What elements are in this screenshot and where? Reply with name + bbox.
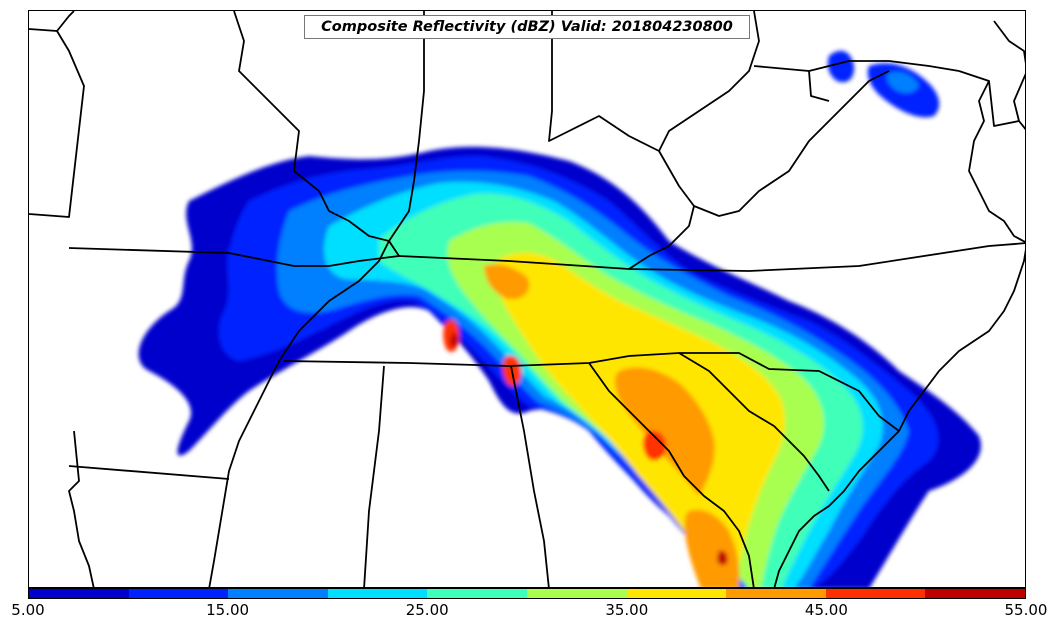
echo-ne-c [886,71,919,94]
colorbar-segment [626,589,727,598]
colorbar-segment [427,589,527,598]
map-frame [28,10,1026,588]
colorbar-tick-label: 15.00 [206,601,250,619]
echo-band-50dbz-c [642,430,667,461]
colorbar-tick-label: 35.00 [605,601,649,619]
colorbar-segment [29,589,129,598]
colorbar-segment [825,589,926,598]
radar-map [29,11,1025,587]
radar-echoes-northeast [827,50,940,118]
echo-band-55dbz-b [717,550,728,566]
colorbar-tick-label: 5.00 [11,601,45,619]
echo-band-55dbz-a [450,332,458,348]
colorbar-tick-label: 25.00 [405,601,449,619]
colorbar [28,588,1026,599]
state-boundaries [29,11,1025,587]
radar-echoes [138,146,981,587]
map-title: Composite Reflectivity (dBZ) Valid: 2018… [304,15,750,39]
colorbar-segment [726,589,826,598]
echo-band-40dbz-c [484,264,530,300]
colorbar-tick-label: 45.00 [804,601,848,619]
echo-band-40dbz-b [684,509,740,587]
echo-band-40dbz-a [614,367,715,496]
colorbar-segment [327,589,428,598]
colorbar-segment [925,589,1025,598]
colorbar-tick-label: 55.00 [1004,601,1048,619]
echo-ne-a [827,50,855,83]
colorbar-segment [526,589,627,598]
colorbar-segment [228,589,328,598]
colorbar-segment [128,589,229,598]
